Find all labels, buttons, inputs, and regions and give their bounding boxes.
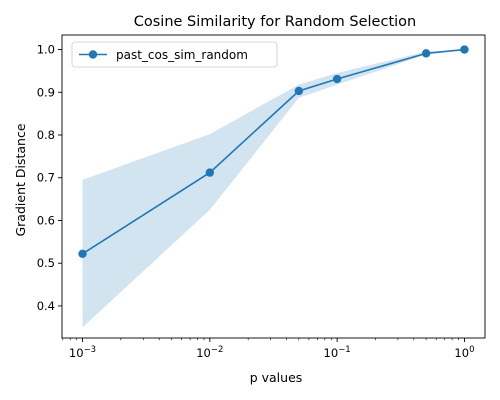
y-tick-label: 0.4 (37, 299, 55, 313)
x-tick-label: 10−1 (324, 345, 351, 360)
axes-frame (61, 34, 486, 339)
y-axis: 0.4 0.5 0.6 0.7 0.8 0.9 1.0 (37, 43, 62, 313)
y-tick-label: 0.8 (37, 128, 55, 142)
x-tick-label: 10−2 (196, 345, 223, 360)
y-tick-label: 0.6 (37, 213, 55, 227)
data-point (205, 168, 215, 177)
chart-title: Cosine Similarity for Random Selection (134, 14, 416, 30)
legend-label: past_cos_sim_random (116, 48, 248, 62)
data-point (294, 86, 304, 96)
x-axis-label: p values (250, 370, 303, 385)
y-tick-label: 0.5 (37, 256, 55, 270)
series-line (82, 48, 465, 255)
y-tick-label: 1.0 (37, 43, 55, 57)
y-tick-label: 0.7 (37, 171, 55, 185)
legend-box (71, 41, 278, 68)
data-point (421, 49, 431, 58)
legend-marker (88, 50, 98, 59)
data-point (332, 74, 342, 84)
data-point (460, 45, 469, 54)
y-tick-label: 0.9 (37, 85, 55, 99)
x-tick-label: 10−3 (69, 345, 96, 360)
confidence-band (82, 49, 465, 328)
y-axis-label: Gradient Distance (13, 123, 28, 236)
x-tick-label: 100 (454, 345, 474, 360)
x-axis: 10−3 10−2 10−1 100 (62, 338, 474, 360)
plot-area (61, 34, 486, 339)
data-point (78, 249, 87, 259)
legend: past_cos_sim_random (71, 41, 278, 68)
